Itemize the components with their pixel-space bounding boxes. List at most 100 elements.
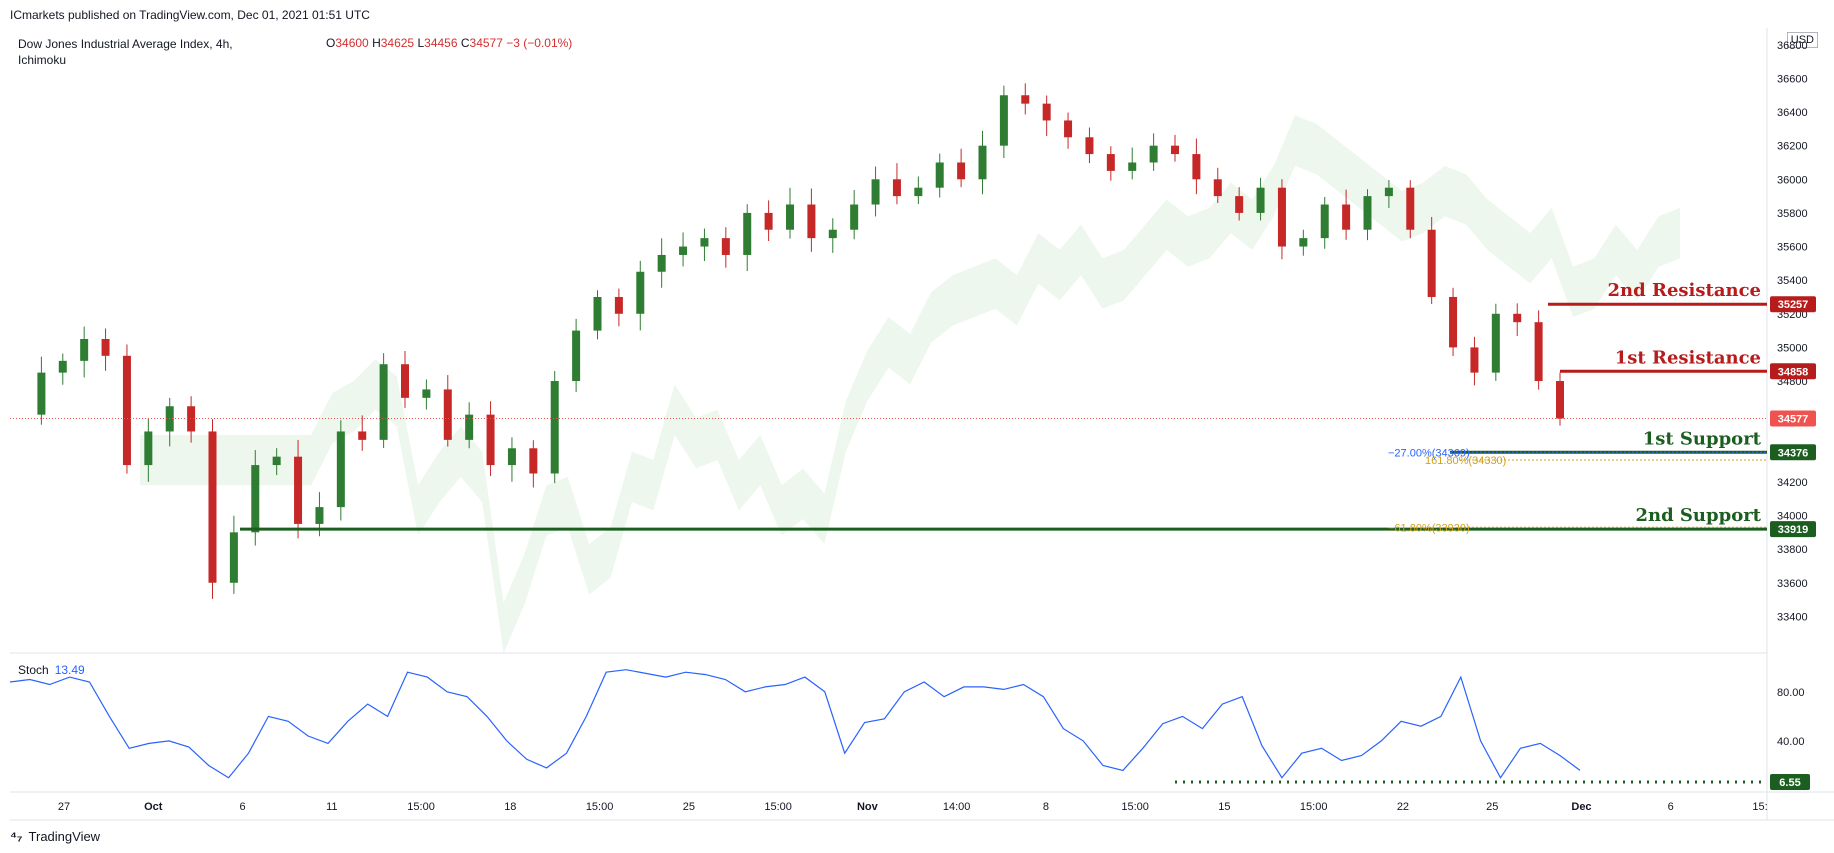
stoch-tick-label: 40.00 [1777,736,1805,748]
change-value: −3 (−0.01%) [506,36,573,50]
candle-down [122,355,131,466]
candle-up [636,271,645,314]
candle-up [251,465,260,533]
stoch-name[interactable]: Stoch [18,663,49,677]
candle-up [593,296,602,331]
level-tag [1770,363,1816,380]
candle-up [850,204,859,230]
candle-up [229,532,238,583]
symbol-title[interactable]: Dow Jones Industrial Average Index, 4h, [18,37,233,51]
publisher-line: ICmarkets published on TradingView.com, … [10,8,370,22]
candle-up [828,229,837,239]
candle-down [892,179,901,197]
level-tag-label: 34376 [1778,447,1809,459]
price-tick-label: 34200 [1777,477,1808,489]
time-tick-label: 25 [1486,801,1498,813]
price-tick-label: 35400 [1777,275,1808,287]
candle-up [550,381,559,474]
stoch-legend: Stoch 13.49 [18,663,85,677]
footer-brand[interactable]: ⁴₇ TradingView [10,828,100,844]
candle-down [1513,313,1522,323]
ichimoku-cloud [140,115,1680,654]
symbol-legend: Dow Jones Industrial Average Index, 4h, … [18,36,233,68]
candle-up [1128,162,1137,171]
level-label: 1st Support [1643,428,1762,449]
candle-up [37,372,46,415]
candle-down [1171,145,1179,155]
price-tick-label: 35600 [1777,242,1808,254]
candle-up [999,95,1008,146]
level-tag [1770,444,1816,461]
candle-down [486,414,495,466]
level-tag [1770,521,1816,538]
time-tick-label: 25 [683,801,695,813]
time-tick-label: 15:00 [1121,801,1149,813]
candle-up [379,364,388,440]
open-value: 34600 [335,36,369,50]
candle-down [1277,187,1286,247]
candle-up [144,431,153,466]
time-tick-label: 27 [58,801,70,813]
candle-down [208,431,217,583]
level-label: 2nd Support [1635,505,1761,526]
candle-up [1363,196,1372,230]
currency-button[interactable]: USD [1786,32,1818,48]
candle-down [294,456,303,524]
candle-up [700,238,709,247]
candle-down [1342,204,1351,230]
level-tag-label: 35257 [1778,299,1809,311]
candle-up [679,246,688,255]
price-tick-label: 36800 [1777,40,1808,52]
time-tick-label: 15:00 [764,801,792,813]
level-label: 1st Resistance [1615,347,1761,368]
candle-down [187,406,196,432]
candle-down [1406,187,1415,230]
candle-up [935,162,944,188]
last-price-tag [1770,410,1816,427]
level-tag [1770,296,1816,313]
candle-down [401,364,409,398]
candle-down [957,162,966,180]
candle-down [807,204,816,239]
candle-down [101,339,110,356]
candle-down [1213,179,1222,197]
candle-down [1235,196,1244,213]
open-label: O [326,36,336,50]
candle-down [1106,154,1115,171]
candle-up [657,254,666,272]
price-tick-label: 34000 [1777,511,1808,523]
candle-down [1449,296,1458,348]
candle-up [58,360,67,373]
candle-down [529,448,538,474]
close-label: C [460,36,470,50]
indicator-title[interactable]: Ichimoku [18,53,67,67]
candle-down [443,389,452,440]
price-tick-label: 35800 [1777,208,1808,220]
time-tick-label: 8 [1043,801,1049,813]
candle-down [1556,381,1564,419]
time-tick-label: Oct [144,801,163,813]
candle-up [507,448,516,466]
candle-up [465,414,474,440]
candle-up [336,431,345,508]
time-tick-label: Dec [1571,801,1591,813]
stoch-tag-label: 6.55 [1779,777,1800,789]
candle-down [1042,103,1051,121]
candle-down [1085,137,1094,155]
stoch-tick-label: 80.00 [1777,687,1805,699]
candle-up [272,456,281,466]
candle-down [358,431,367,440]
candle-up [1299,238,1308,247]
candle-up [978,145,987,180]
time-tick-label: 6 [239,801,245,813]
high-label: H [372,36,381,50]
candle-down [764,212,773,230]
time-tick-label: 22 [1397,801,1409,813]
low-value: 34456 [424,36,458,50]
time-tick-label: 6 [1668,801,1674,813]
last-price-tag-label: 34577 [1778,414,1809,426]
time-tick-label: 14:00 [943,801,971,813]
level-tag-label: 33919 [1778,524,1809,536]
candle-up [572,330,581,382]
